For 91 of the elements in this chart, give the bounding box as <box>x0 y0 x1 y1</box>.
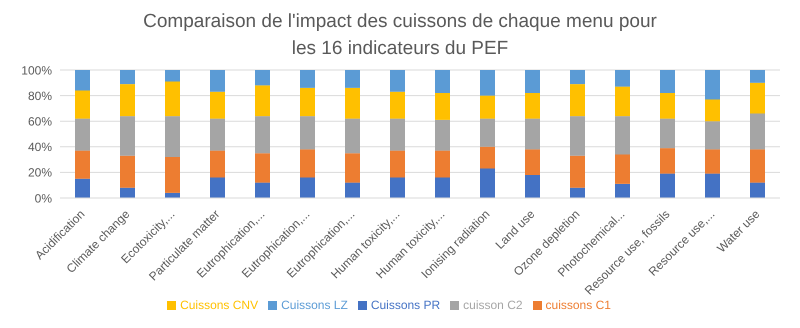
bar <box>210 150 225 178</box>
bar <box>615 86 630 116</box>
bar <box>345 118 360 154</box>
bar <box>435 93 450 120</box>
legend-label: Cuissons LZ <box>281 298 348 312</box>
bar <box>390 178 405 198</box>
bar <box>255 116 270 154</box>
bar <box>75 118 90 151</box>
bar <box>435 120 450 151</box>
bar <box>480 96 495 119</box>
bar <box>390 150 405 178</box>
bar <box>570 188 585 198</box>
bar <box>345 70 360 88</box>
bar <box>75 178 90 198</box>
bar <box>705 149 720 174</box>
bar <box>75 90 90 119</box>
bar <box>165 157 180 193</box>
bar <box>480 118 495 147</box>
bar <box>390 92 405 119</box>
bar <box>210 118 225 151</box>
bar <box>750 182 765 198</box>
bar <box>525 70 540 94</box>
bar <box>255 182 270 198</box>
legend-label: Cuissons PR <box>370 298 440 312</box>
legend-label: cuisson C2 <box>463 298 523 312</box>
bar <box>165 82 180 116</box>
bar <box>435 178 450 198</box>
bar <box>210 70 225 92</box>
legend-label: cuissons C1 <box>546 298 611 312</box>
bar <box>300 70 315 88</box>
bar <box>525 118 540 150</box>
bar <box>525 174 540 198</box>
legend-label: Cuissons CNV <box>180 298 258 312</box>
bar <box>480 168 495 198</box>
bar <box>660 93 675 119</box>
bar <box>120 116 135 156</box>
bar <box>570 70 585 84</box>
y-tick-label: 20% <box>28 166 52 180</box>
bar <box>615 70 630 87</box>
bar <box>345 153 360 183</box>
bar <box>480 70 495 96</box>
bar <box>660 148 675 174</box>
bar <box>570 156 585 188</box>
bar <box>300 116 315 150</box>
bar <box>660 118 675 148</box>
y-tick-label: 40% <box>28 140 52 154</box>
y-tick-label: 80% <box>28 88 52 103</box>
bar <box>660 70 675 94</box>
bar <box>300 88 315 116</box>
bar <box>570 84 585 116</box>
bar <box>165 70 180 82</box>
bar <box>255 153 270 183</box>
bar <box>525 93 540 119</box>
bar <box>705 99 720 122</box>
y-tick-label: 60% <box>28 114 52 128</box>
bar <box>345 182 360 198</box>
bar <box>390 70 405 92</box>
bar <box>75 150 90 179</box>
bar <box>75 70 90 90</box>
y-tick-label: 0% <box>34 191 52 206</box>
bar <box>120 156 135 188</box>
bar <box>255 70 270 86</box>
bar <box>435 150 450 178</box>
bar <box>165 116 180 158</box>
bar <box>120 84 135 116</box>
bar <box>750 149 765 183</box>
bar <box>615 116 630 154</box>
bar <box>705 174 720 198</box>
bar <box>210 178 225 198</box>
bar <box>210 92 225 119</box>
bar <box>750 70 765 83</box>
bar <box>525 149 540 175</box>
bar <box>750 114 765 150</box>
bar <box>300 178 315 198</box>
bar <box>435 70 450 94</box>
bar <box>390 118 405 151</box>
chart-title: Comparaison de l'impact des cuissons de chaque menu pour les 16 indicateurs du PEF <box>142 10 658 61</box>
bar <box>660 174 675 198</box>
bar <box>345 88 360 119</box>
bar <box>615 184 630 198</box>
bar <box>705 121 720 150</box>
bar <box>120 70 135 84</box>
bar <box>705 70 720 100</box>
bar <box>300 149 315 178</box>
bar <box>255 85 270 116</box>
bar <box>570 116 585 156</box>
bar <box>615 154 630 184</box>
bar <box>480 146 495 169</box>
y-tick-label: 100% <box>21 63 52 78</box>
bar <box>120 188 135 198</box>
bar <box>750 82 765 114</box>
